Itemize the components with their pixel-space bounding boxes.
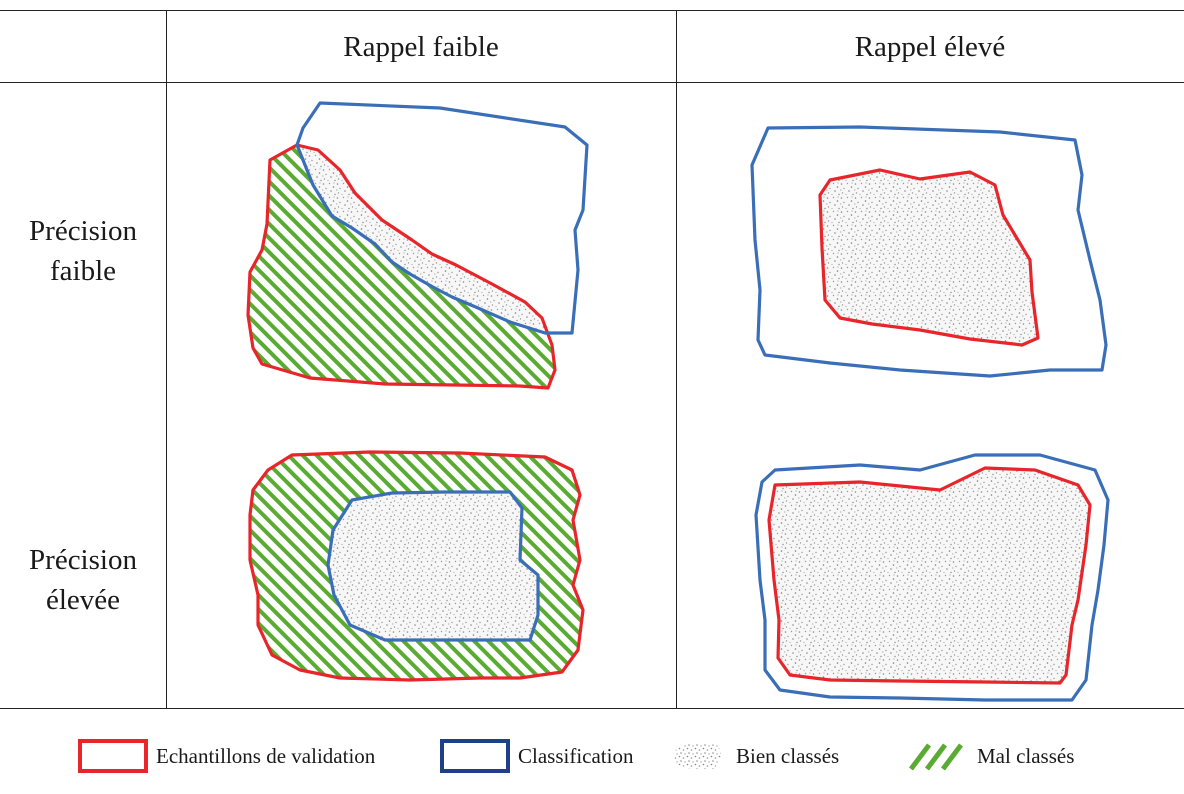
correctly-classified-stippled-region: [820, 170, 1038, 345]
legend-label-classification: Classification: [518, 743, 634, 768]
legend-label-misclassified: Mal classés: [977, 743, 1075, 768]
correctly-classified-stippled-region: [328, 492, 538, 640]
correctly-classified-stippled-region: [297, 145, 545, 333]
legend-label-validation: Echantillons de validation: [156, 743, 376, 768]
cell-low-precision-low-recall: [246, 101, 589, 390]
legend-item-misclassified: Mal classés: [905, 736, 1074, 776]
classification-outline: [754, 453, 1110, 702]
legend-label-correctly-classified: Bien classés: [736, 743, 840, 768]
legend-item-validation: Echantillons de validation: [78, 736, 375, 776]
legend-item-classification: Classification: [440, 736, 633, 776]
classification-outline: [326, 490, 540, 642]
stipple-pattern-icon: [674, 743, 722, 769]
row-header-line-1: Précision: [29, 544, 137, 576]
cell-high-precision-low-recall: [248, 450, 585, 682]
table-header-divider: [0, 82, 1184, 83]
validation-sample-outline: [767, 466, 1092, 685]
classification-outline: [750, 125, 1108, 378]
red-outline-square-icon: [78, 739, 148, 773]
correctly-classified-stippled-region: [769, 468, 1090, 683]
row-header-line-2: élevée: [45, 584, 121, 616]
table-column-divider-2: [676, 10, 677, 708]
blue-outline-square-icon: [440, 739, 510, 773]
row-header-precision-faible: Précision faible: [0, 211, 166, 291]
cell-low-precision-high-recall: [750, 125, 1108, 378]
row-header-line-2: faible: [49, 255, 116, 287]
classification-outline: [295, 101, 589, 335]
misclassified-hatched-region: [250, 452, 583, 680]
table-top-border: [0, 10, 1184, 11]
column-header-rappel-eleve: Rappel élevé: [854, 30, 1006, 63]
validation-sample-outline: [248, 450, 585, 682]
row-header-precision-elevee: Précision élevée: [0, 540, 166, 620]
table-bottom-border: [0, 708, 1184, 709]
row-header-line-1: Précision: [29, 215, 137, 247]
green-hatch-icon: [909, 743, 963, 771]
validation-sample-outline: [818, 168, 1040, 347]
cell-high-precision-high-recall: [754, 453, 1110, 702]
table-column-divider-1: [166, 10, 167, 708]
validation-sample-outline: [246, 143, 557, 390]
column-header-rappel-faible: Rappel faible: [343, 30, 499, 63]
legend-item-correctly-classified: Bien classés: [670, 736, 839, 776]
